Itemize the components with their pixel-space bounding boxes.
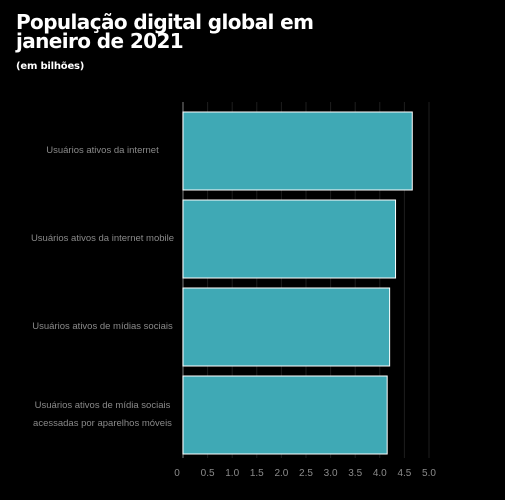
x-tick-label: 4.5 (397, 468, 411, 479)
x-tick-label: 3.0 (324, 468, 338, 479)
x-tick-label: 2.5 (299, 468, 313, 479)
x-tick-label: 1.0 (225, 468, 239, 479)
bar (182, 375, 388, 455)
bar (182, 199, 397, 279)
chart-title: População digital global em janeiro de 2… (16, 10, 314, 53)
x-tick-label: 1.5 (250, 468, 264, 479)
category-label: Usuários ativos de mídias sociais (32, 321, 173, 332)
category-label: Usuários ativos de mídia sociais acessad… (33, 400, 172, 429)
chart-subtitle: (em bilhões) (16, 61, 85, 72)
x-tick-label: 4.0 (373, 468, 387, 479)
x-tick-label: 2.0 (274, 468, 288, 479)
bar (182, 111, 413, 191)
category-label: Usuários ativos da internet (46, 145, 159, 156)
x-tick-label: 0.5 (201, 468, 215, 479)
bar (182, 287, 391, 367)
x-tick-label: 5.0 (422, 468, 436, 479)
category-label: Usuários ativos da internet mobile (30, 233, 175, 244)
x-tick-label: 3.5 (348, 468, 362, 479)
x-tick-label: 0 (174, 468, 180, 479)
